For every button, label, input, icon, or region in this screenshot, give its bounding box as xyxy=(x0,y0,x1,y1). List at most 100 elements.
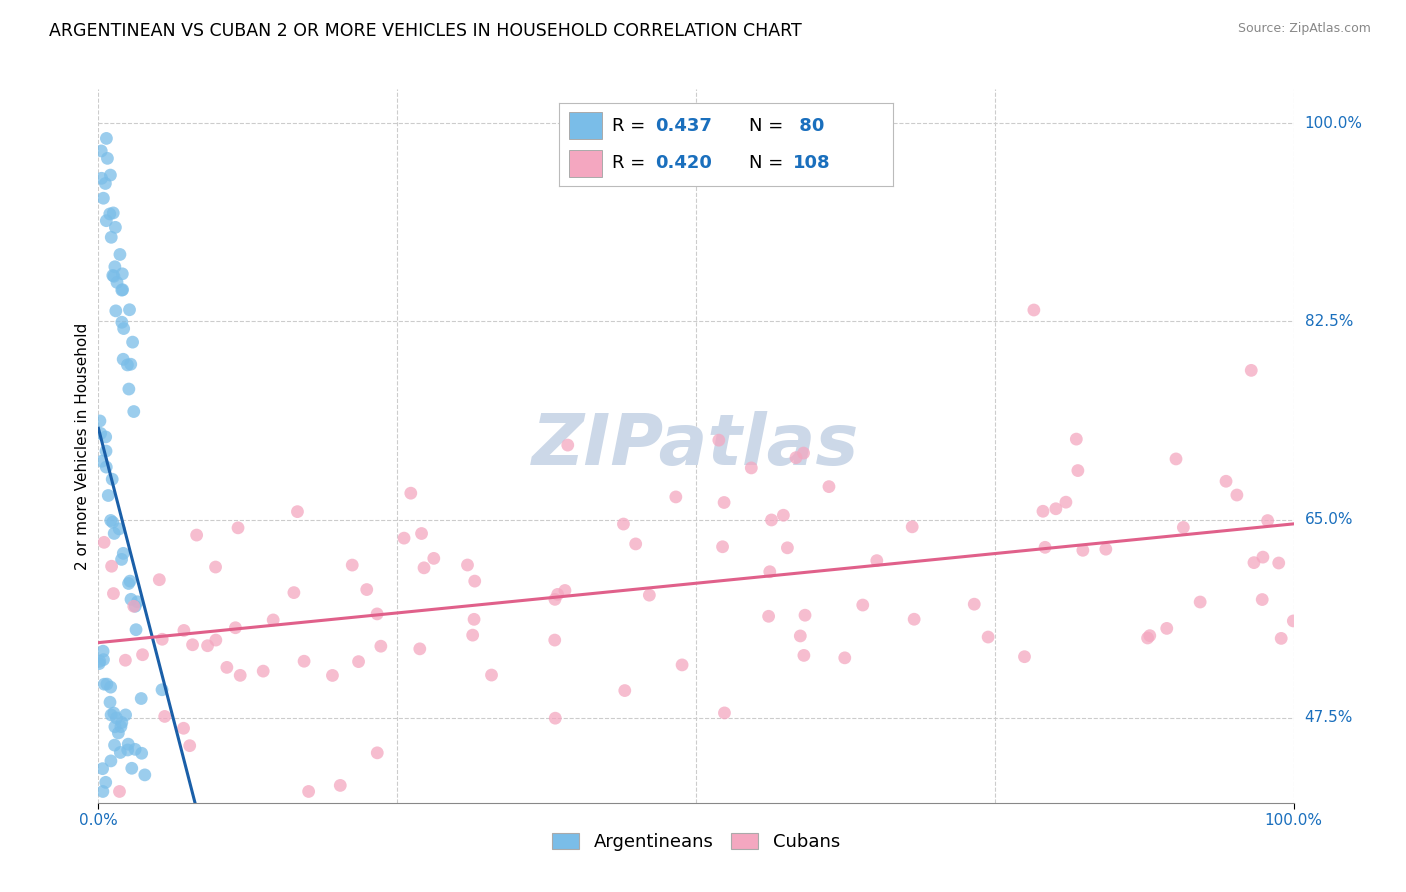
Point xyxy=(1215,475,1237,489)
Point xyxy=(112,352,135,367)
Point xyxy=(204,560,226,574)
Point xyxy=(707,433,730,447)
Point xyxy=(124,599,146,614)
Point xyxy=(103,706,125,720)
Point xyxy=(91,784,114,798)
Point xyxy=(298,784,321,798)
Point xyxy=(108,247,131,261)
Point xyxy=(148,573,170,587)
Point xyxy=(613,683,636,698)
Y-axis label: 2 or more Vehicles in Household: 2 or more Vehicles in Household xyxy=(75,322,90,570)
Point xyxy=(1240,363,1263,377)
Point xyxy=(97,488,120,502)
Point xyxy=(229,668,252,682)
Point xyxy=(107,726,129,740)
Point xyxy=(96,213,118,227)
Point xyxy=(544,633,567,648)
Point xyxy=(100,514,122,528)
Point xyxy=(104,304,127,318)
Point xyxy=(740,461,762,475)
Point xyxy=(90,171,112,186)
Point xyxy=(1139,629,1161,643)
Point xyxy=(392,531,415,545)
Point xyxy=(101,268,124,283)
Point xyxy=(103,738,125,752)
Point xyxy=(1257,514,1279,528)
Point xyxy=(94,177,117,191)
Point xyxy=(108,522,131,536)
Point xyxy=(131,648,153,662)
Point xyxy=(108,784,131,798)
Point xyxy=(117,358,139,372)
Point xyxy=(356,582,378,597)
Point xyxy=(287,505,309,519)
Point xyxy=(789,629,811,643)
Point xyxy=(794,608,817,623)
Point xyxy=(464,574,486,588)
Point xyxy=(91,644,114,658)
Point xyxy=(90,454,112,468)
Point xyxy=(1243,556,1265,570)
Point xyxy=(711,540,734,554)
Point xyxy=(121,761,143,775)
Point xyxy=(129,691,152,706)
Point xyxy=(94,430,117,444)
Point xyxy=(370,639,392,653)
Point xyxy=(785,450,807,465)
Point xyxy=(1173,520,1195,534)
Point xyxy=(772,508,794,523)
Point xyxy=(409,641,432,656)
Point xyxy=(544,592,567,607)
Point xyxy=(124,742,146,756)
Point xyxy=(713,706,735,720)
Point xyxy=(866,554,889,568)
Point xyxy=(671,657,693,672)
Point xyxy=(150,632,173,647)
Point xyxy=(224,621,246,635)
Point xyxy=(118,574,141,588)
Point xyxy=(1156,621,1178,635)
Point xyxy=(818,480,841,494)
Point xyxy=(1033,541,1056,555)
Point xyxy=(347,655,370,669)
Text: ARGENTINEAN VS CUBAN 2 OR MORE VEHICLES IN HOUSEHOLD CORRELATION CHART: ARGENTINEAN VS CUBAN 2 OR MORE VEHICLES … xyxy=(49,22,801,40)
Point xyxy=(127,595,149,609)
Point xyxy=(105,711,128,725)
Point xyxy=(104,220,127,235)
Point xyxy=(181,638,204,652)
Point xyxy=(423,551,446,566)
Point xyxy=(94,775,117,789)
Point xyxy=(321,668,343,682)
Point xyxy=(89,414,111,428)
Point xyxy=(1014,649,1036,664)
Point xyxy=(544,711,567,725)
Point xyxy=(98,695,121,709)
Point xyxy=(665,490,688,504)
Point xyxy=(131,746,153,760)
Point xyxy=(100,754,122,768)
Point xyxy=(121,335,143,350)
Point xyxy=(186,528,208,542)
Point xyxy=(557,438,579,452)
Point xyxy=(89,654,111,668)
Point xyxy=(94,444,117,458)
Point xyxy=(100,559,122,574)
Point xyxy=(179,739,201,753)
Point xyxy=(215,660,238,674)
Point xyxy=(901,520,924,534)
Point xyxy=(93,677,115,691)
Point xyxy=(1189,595,1212,609)
Point xyxy=(456,558,478,572)
Point xyxy=(96,677,118,691)
Point xyxy=(114,707,136,722)
Point xyxy=(114,653,136,667)
Point xyxy=(93,191,115,205)
Point xyxy=(758,565,780,579)
Point xyxy=(1251,550,1274,565)
Point xyxy=(110,720,132,734)
Point xyxy=(1267,556,1289,570)
Point xyxy=(283,585,305,599)
Point xyxy=(117,737,139,751)
Point xyxy=(111,283,134,297)
Point xyxy=(103,206,125,220)
